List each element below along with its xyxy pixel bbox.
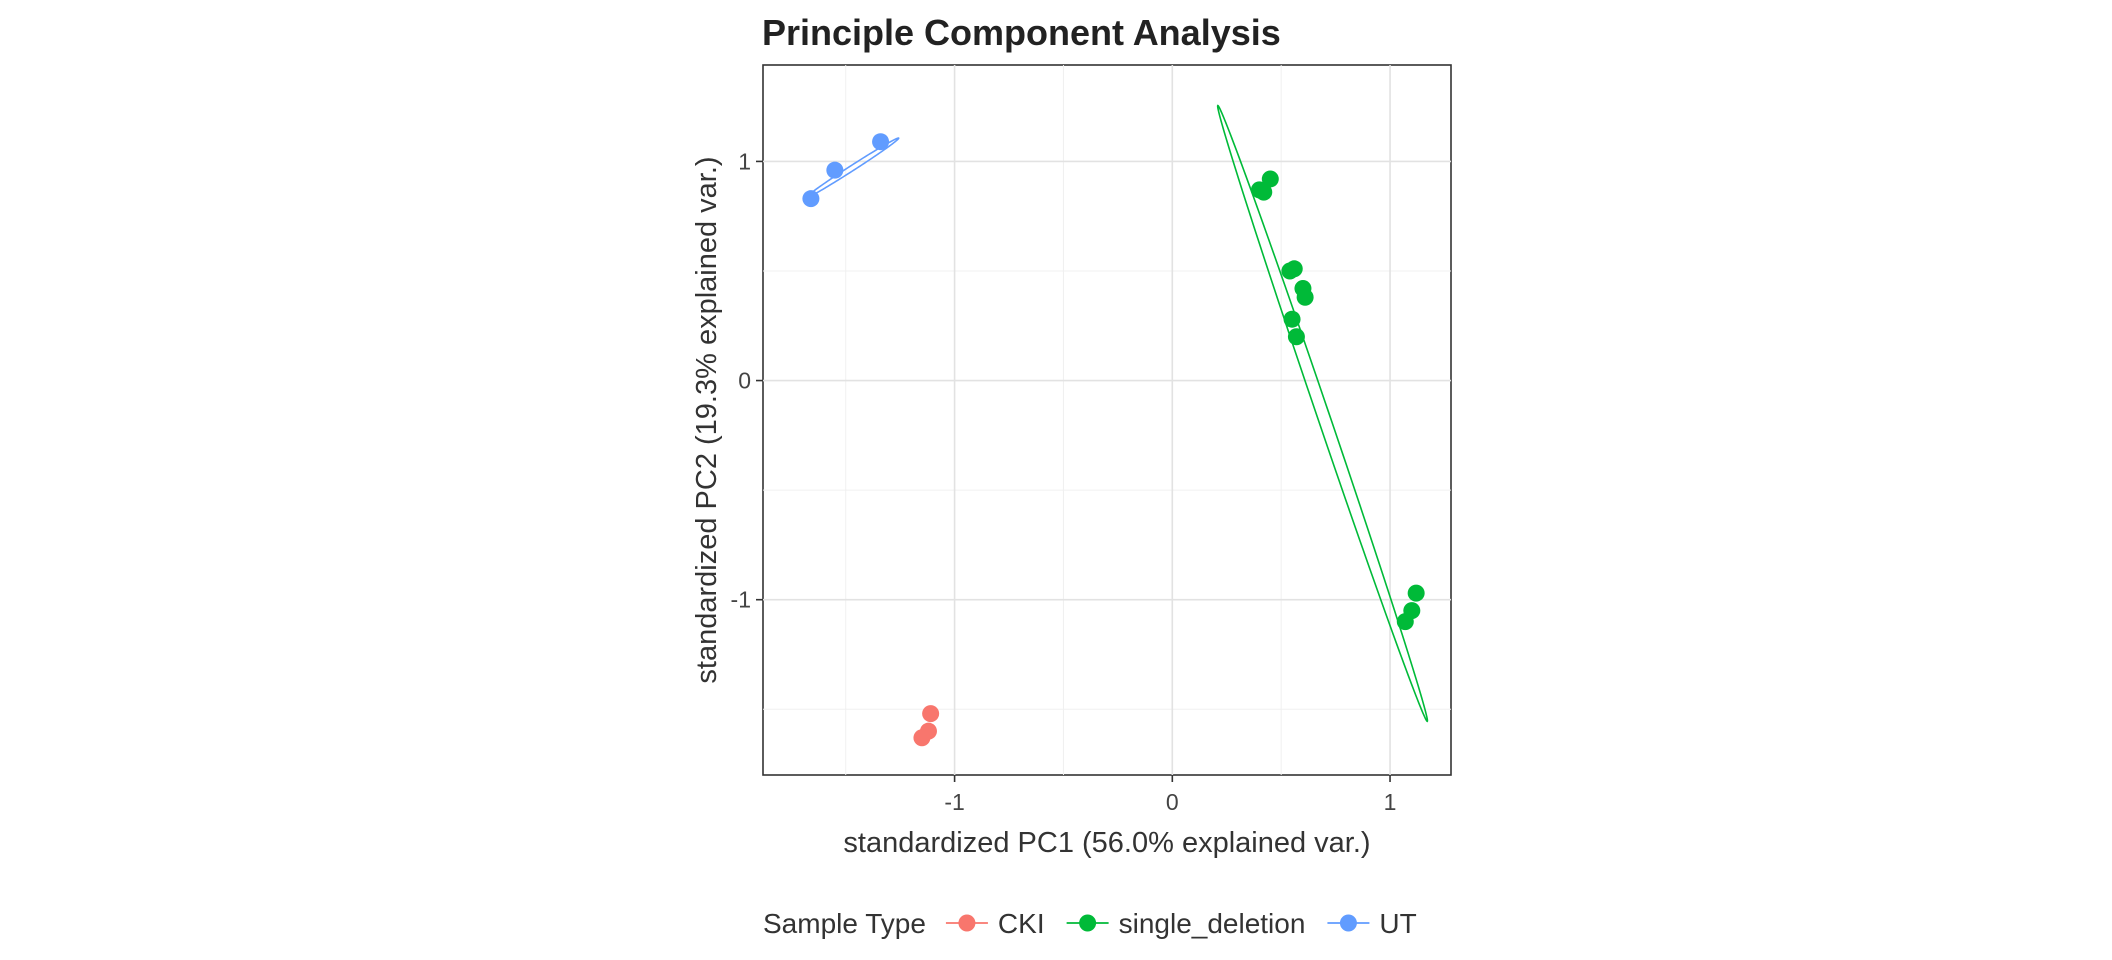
legend-label: single_deletion [1119, 908, 1306, 939]
y-tick-label: 1 [738, 148, 751, 174]
x-axis-label: standardized PC1 (56.0% explained var.) [843, 827, 1370, 859]
x-tick-label: -1 [944, 789, 964, 815]
point-single-deletion [1255, 183, 1273, 201]
point-single-deletion [1283, 310, 1301, 328]
tick-layer: -1 0 1 -1 0 1 [731, 148, 1397, 815]
y-tick-label: 0 [738, 368, 751, 394]
legend-key-point [958, 914, 976, 932]
point-single-deletion [1296, 288, 1314, 306]
y-axis-label: standardized PC2 (19.3% explained var.) [691, 156, 723, 683]
point-single-deletion [1396, 613, 1414, 631]
legend-key-point [1339, 914, 1357, 932]
x-tick-label: 1 [1384, 789, 1397, 815]
ellipse-layer [805, 104, 1429, 723]
legend-items: CKI single_deletion UT [945, 908, 1417, 939]
grid-lines [763, 65, 1451, 775]
legend-title: Sample Type [763, 908, 926, 939]
legend-item-cki: CKI [945, 908, 1045, 939]
legend-key-point [1079, 914, 1097, 932]
point-cki [922, 705, 940, 723]
point-cki [913, 729, 931, 747]
legend-item-single-deletion: single_deletion [1066, 908, 1306, 939]
point-ut [826, 161, 844, 179]
point-ut [872, 133, 890, 151]
legend-label: CKI [998, 908, 1045, 939]
point-ut [802, 190, 820, 208]
ellipse-single-deletion [1216, 104, 1429, 723]
point-layer [802, 133, 1425, 747]
x-tick-label: 0 [1166, 789, 1179, 815]
chart-title: Principle Component Analysis [762, 12, 1281, 53]
point-single-deletion [1261, 170, 1279, 188]
point-single-deletion [1287, 328, 1305, 346]
legend: Sample Type CKI single_deletion UT [763, 908, 1417, 939]
point-single-deletion [1281, 262, 1299, 280]
y-tick-label: -1 [731, 587, 751, 613]
legend-label: UT [1379, 908, 1416, 939]
point-single-deletion [1407, 584, 1425, 602]
legend-item-ut: UT [1327, 908, 1417, 939]
plot-panel-border [762, 64, 1452, 776]
